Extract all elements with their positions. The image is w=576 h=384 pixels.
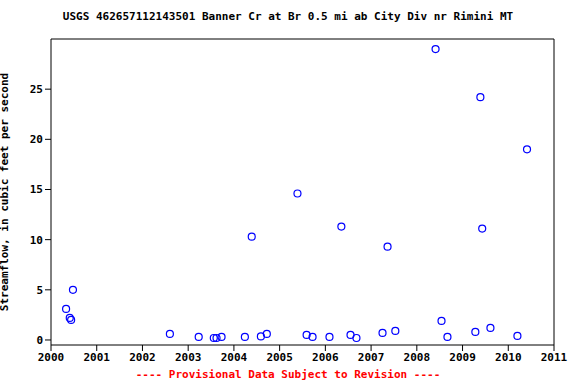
svg-text:2011: 2011 bbox=[541, 351, 568, 364]
svg-text:Streamflow, in cubic feet per: Streamflow, in cubic feet per second bbox=[8, 73, 11, 311]
svg-text:2003: 2003 bbox=[175, 351, 202, 364]
svg-text:25: 25 bbox=[30, 83, 43, 96]
svg-text:2000: 2000 bbox=[38, 351, 65, 364]
svg-text:2006: 2006 bbox=[312, 351, 339, 364]
svg-text:20: 20 bbox=[30, 133, 43, 146]
svg-text:10: 10 bbox=[30, 234, 43, 247]
svg-text:2004: 2004 bbox=[221, 351, 248, 364]
svg-text:2001: 2001 bbox=[83, 351, 110, 364]
svg-text:2005: 2005 bbox=[266, 351, 293, 364]
svg-text:2010: 2010 bbox=[495, 351, 522, 364]
svg-text:5: 5 bbox=[36, 284, 43, 297]
html-text:---- Provisional Data Subject: ---- Provisional Data Subject to Revisio… bbox=[135, 368, 441, 381]
svg-text:2009: 2009 bbox=[449, 351, 476, 364]
svg-text:2007: 2007 bbox=[358, 351, 385, 364]
svg-text:2008: 2008 bbox=[404, 351, 431, 364]
svg-text:0: 0 bbox=[36, 334, 43, 347]
svg-text:15: 15 bbox=[30, 183, 43, 196]
html-text:USGS 462657112143501 Banner Cr: USGS 462657112143501 Banner Cr at Br 0.5… bbox=[62, 10, 514, 23]
svg-text:2002: 2002 bbox=[129, 351, 156, 364]
